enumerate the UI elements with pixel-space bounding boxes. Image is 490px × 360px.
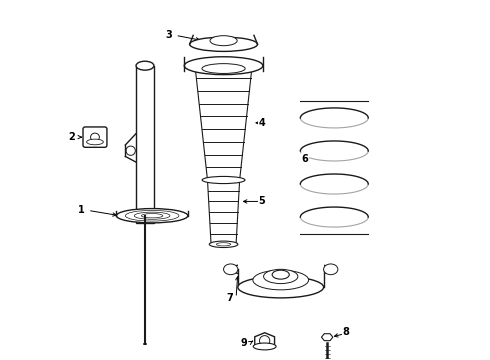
Text: 1: 1	[78, 205, 85, 215]
Ellipse shape	[142, 213, 163, 218]
Ellipse shape	[231, 261, 331, 277]
Ellipse shape	[91, 133, 99, 141]
Text: 3: 3	[166, 30, 172, 40]
Ellipse shape	[217, 243, 231, 246]
Text: 5: 5	[258, 197, 265, 206]
Ellipse shape	[136, 61, 154, 70]
Ellipse shape	[238, 276, 323, 298]
Ellipse shape	[223, 264, 238, 275]
Bar	[136, 66, 154, 223]
Text: 2: 2	[68, 132, 75, 142]
Ellipse shape	[209, 241, 238, 248]
Ellipse shape	[125, 210, 179, 221]
Polygon shape	[255, 333, 274, 349]
FancyBboxPatch shape	[83, 127, 107, 147]
Ellipse shape	[253, 270, 309, 290]
Polygon shape	[321, 334, 333, 341]
Ellipse shape	[190, 37, 258, 51]
Text: 4: 4	[258, 118, 265, 128]
Ellipse shape	[210, 36, 237, 46]
Text: 9: 9	[241, 338, 247, 347]
Ellipse shape	[323, 264, 338, 275]
Ellipse shape	[253, 343, 276, 350]
Ellipse shape	[117, 208, 188, 223]
Ellipse shape	[87, 139, 103, 145]
Bar	[238, 259, 323, 287]
Text: 6: 6	[301, 154, 308, 163]
Text: 8: 8	[343, 327, 349, 337]
Ellipse shape	[184, 57, 263, 75]
Text: 7: 7	[226, 293, 233, 303]
Ellipse shape	[134, 212, 170, 219]
Ellipse shape	[202, 176, 245, 184]
Ellipse shape	[272, 270, 289, 279]
Ellipse shape	[202, 64, 245, 73]
Ellipse shape	[264, 269, 298, 284]
